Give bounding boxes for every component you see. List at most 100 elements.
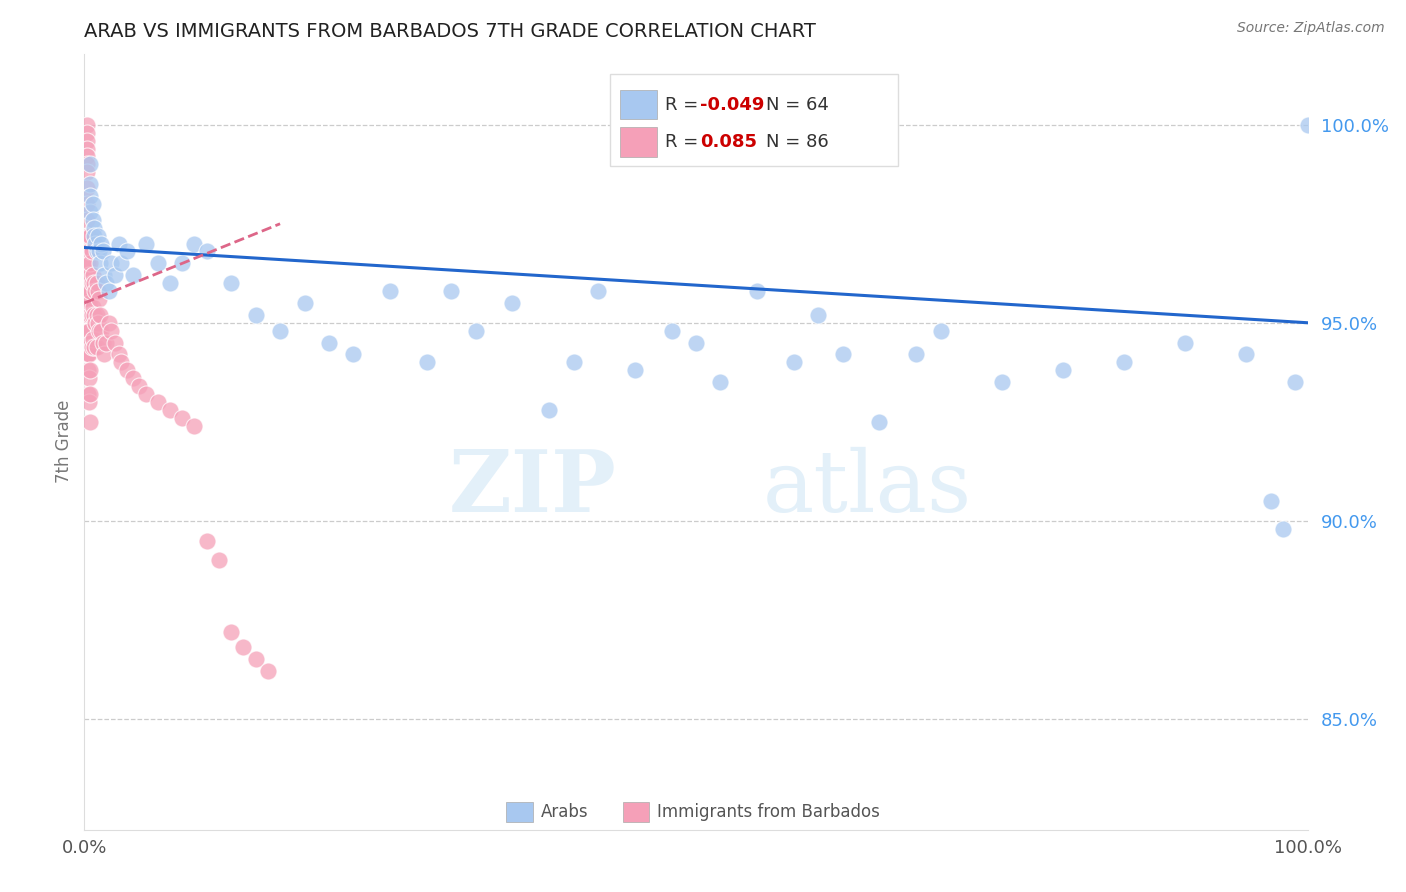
- Point: [79, 415, 101, 429]
- Point: [110, 355, 132, 369]
- Point: [83, 228, 105, 243]
- Point: [115, 244, 138, 259]
- Point: [83, 276, 105, 290]
- Point: [100, 324, 122, 338]
- Point: [172, 256, 194, 270]
- Point: [80, 276, 103, 290]
- Point: [76, 324, 98, 338]
- Point: [79, 205, 101, 219]
- Point: [80, 308, 103, 322]
- Point: [146, 395, 169, 409]
- Point: [80, 339, 103, 353]
- Point: [87, 284, 110, 298]
- Point: [77, 347, 100, 361]
- Point: [747, 284, 769, 298]
- Point: [107, 236, 129, 251]
- Point: [76, 268, 98, 283]
- Point: [86, 276, 108, 290]
- Point: [77, 268, 100, 283]
- Point: [83, 308, 105, 322]
- Point: [342, 347, 364, 361]
- Point: [87, 292, 110, 306]
- Point: [87, 324, 110, 338]
- Point: [219, 276, 242, 290]
- Point: [79, 228, 101, 243]
- Point: [89, 256, 111, 270]
- Point: [89, 308, 111, 322]
- Point: [96, 276, 118, 290]
- Text: R =: R =: [665, 95, 704, 114]
- Point: [1236, 347, 1258, 361]
- Point: [107, 347, 129, 361]
- Point: [91, 335, 114, 350]
- Point: [93, 268, 115, 283]
- Point: [77, 324, 100, 338]
- Point: [1114, 355, 1136, 369]
- Point: [79, 177, 101, 191]
- Point: [79, 308, 101, 322]
- Point: [380, 284, 402, 298]
- Point: [135, 387, 157, 401]
- Point: [84, 316, 107, 330]
- Text: Arabs: Arabs: [541, 804, 588, 822]
- Point: [79, 387, 101, 401]
- Point: [1260, 494, 1282, 508]
- Point: [128, 379, 150, 393]
- Point: [183, 236, 205, 251]
- Point: [929, 324, 952, 338]
- Point: [77, 324, 100, 338]
- Point: [76, 335, 98, 350]
- Point: [195, 533, 218, 548]
- Point: [79, 189, 101, 203]
- Point: [97, 316, 120, 330]
- Point: [586, 284, 609, 298]
- Point: [83, 220, 105, 235]
- Point: [79, 363, 101, 377]
- Point: [1174, 335, 1197, 350]
- Point: [76, 212, 98, 227]
- Point: [93, 347, 115, 361]
- Point: [77, 395, 100, 409]
- Text: -0.049: -0.049: [700, 95, 763, 114]
- Point: [104, 335, 127, 350]
- Point: [76, 126, 98, 140]
- Point: [79, 157, 101, 171]
- Point: [82, 332, 104, 346]
- Point: [232, 640, 254, 655]
- Point: [807, 308, 830, 322]
- Point: [76, 284, 98, 298]
- Point: [159, 402, 181, 417]
- Point: [831, 347, 853, 361]
- Point: [416, 355, 439, 369]
- Text: ARAB VS IMMIGRANTS FROM BARBADOS 7TH GRADE CORRELATION CHART: ARAB VS IMMIGRANTS FROM BARBADOS 7TH GRA…: [84, 21, 817, 41]
- Point: [76, 134, 98, 148]
- Point: [76, 197, 98, 211]
- Point: [76, 347, 98, 361]
- Point: [100, 256, 122, 270]
- Point: [87, 316, 110, 330]
- Point: [257, 664, 280, 678]
- Point: [146, 256, 169, 270]
- Point: [77, 387, 100, 401]
- Point: [77, 296, 100, 310]
- Point: [79, 284, 101, 298]
- Point: [869, 415, 891, 429]
- Point: [96, 335, 118, 350]
- Point: [502, 296, 524, 310]
- FancyBboxPatch shape: [610, 74, 898, 166]
- Text: Immigrants from Barbados: Immigrants from Barbados: [657, 804, 880, 822]
- Point: [318, 335, 340, 350]
- Point: [76, 118, 98, 132]
- Point: [661, 324, 683, 338]
- Text: atlas: atlas: [763, 447, 973, 530]
- Point: [294, 296, 316, 310]
- Point: [208, 553, 231, 567]
- Point: [183, 418, 205, 433]
- Text: N = 64: N = 64: [766, 95, 828, 114]
- Point: [115, 363, 138, 377]
- Point: [783, 355, 806, 369]
- Point: [172, 410, 194, 425]
- Point: [685, 335, 707, 350]
- Point: [159, 276, 181, 290]
- Point: [464, 324, 486, 338]
